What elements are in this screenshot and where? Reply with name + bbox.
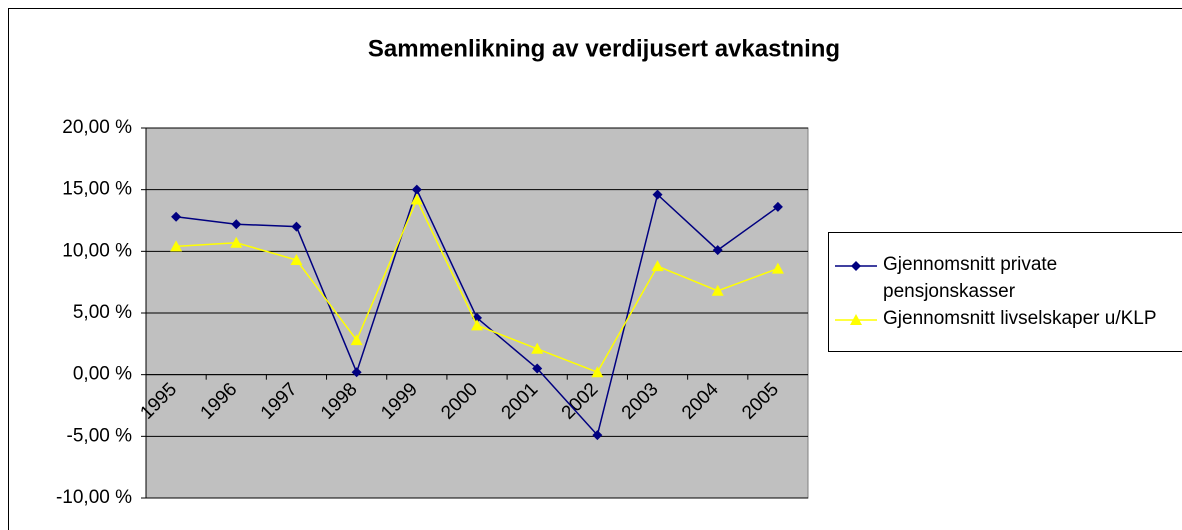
- marker: [591, 366, 604, 378]
- y-tick-label: -10,00 %: [56, 487, 132, 508]
- marker: [652, 189, 663, 200]
- marker: [171, 211, 182, 222]
- legend-label: Gjennomsnitt livselskaper u/KLP: [883, 308, 1157, 329]
- marker: [771, 262, 784, 274]
- marker: [291, 221, 302, 232]
- marker: [532, 363, 543, 374]
- legend-entry: Gjennomsnitt livselskaper u/KLP: [829, 305, 1182, 351]
- marker: [230, 236, 243, 248]
- marker: [170, 240, 183, 252]
- legend: Gjennomsnitt private pensjonskasser Gjenn…: [828, 232, 1182, 352]
- marker: [712, 245, 723, 256]
- marker: [351, 367, 362, 378]
- marker: [851, 261, 861, 271]
- marker: [411, 184, 422, 195]
- legend-label: Gjennomsnitt private pensjonskasser: [883, 254, 1058, 302]
- y-tick-label: -5,00 %: [67, 425, 133, 446]
- marker: [592, 430, 603, 441]
- marker: [290, 253, 303, 265]
- marker: [772, 201, 783, 212]
- y-tick-label: 0,00 %: [73, 364, 132, 385]
- marker: [651, 260, 664, 272]
- marker: [711, 284, 724, 296]
- y-tick-label: 10,00 %: [62, 240, 132, 261]
- marker: [850, 314, 862, 325]
- chart-title: Sammenlikning av verdijusert avkastning: [368, 35, 840, 62]
- y-tick-label: 15,00 %: [62, 179, 132, 200]
- marker: [531, 342, 544, 354]
- marker: [231, 219, 242, 230]
- legend-swatch: [835, 261, 877, 271]
- y-tick-label: 5,00 %: [73, 302, 132, 323]
- marker: [350, 334, 363, 346]
- marker: [410, 193, 423, 205]
- marker: [471, 319, 483, 331]
- y-tick-label: 20,00 %: [62, 117, 132, 138]
- legend-swatch: [835, 314, 877, 325]
- legend-entry: Gjennomsnitt private pensjonskasser: [829, 251, 1182, 307]
